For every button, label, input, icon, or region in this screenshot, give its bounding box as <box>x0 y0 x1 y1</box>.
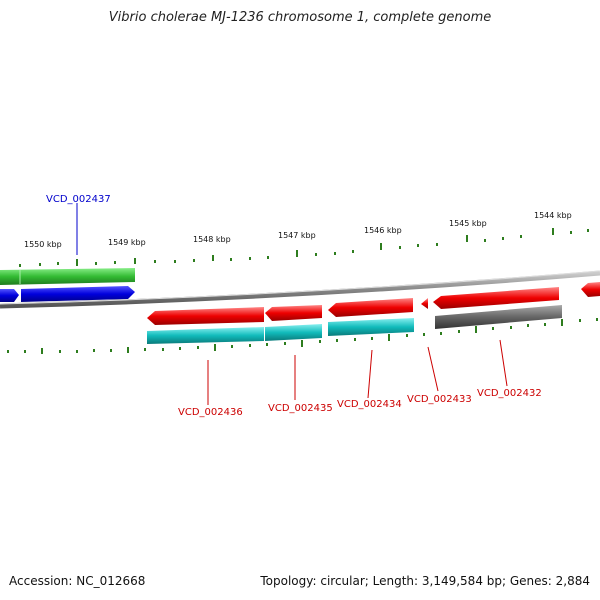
gene-label-vcd-002435[interactable]: VCD_002435 <box>268 403 333 414</box>
cyan-feature-2[interactable] <box>265 324 322 341</box>
genome-backbone <box>0 270 600 309</box>
gene-label-vcd-002432[interactable]: VCD_002432 <box>477 388 542 399</box>
gene-feature-green[interactable] <box>0 268 135 285</box>
cyan-feature-3[interactable] <box>328 318 414 336</box>
kbp-label-1545: 1545 kbp <box>449 219 487 228</box>
outer-tick-marks <box>19 228 589 267</box>
inner-tick-marks <box>7 318 598 354</box>
gene-feature-blue-1[interactable] <box>0 289 19 302</box>
kbp-label-1547: 1547 kbp <box>278 231 316 240</box>
accession-text: Accession: NC_012668 <box>9 574 146 588</box>
kbp-label-1548: 1548 kbp <box>193 235 231 244</box>
kbp-label-1546: 1546 kbp <box>364 226 402 235</box>
gene-feature-red-edge[interactable] <box>581 282 600 297</box>
gene-feature-vcd-002435[interactable] <box>265 305 322 321</box>
gene-feature-vcd-002433[interactable] <box>421 298 428 309</box>
gene-feature-vcd-002432[interactable] <box>433 287 559 309</box>
gene-feature-vcd-002437[interactable] <box>21 286 135 302</box>
gene-feature-vcd-002434[interactable] <box>328 298 413 317</box>
map-title: Vibrio cholerae MJ-1236 chromosome 1, co… <box>108 10 492 25</box>
leader-lines <box>76 203 508 405</box>
kbp-label-1549: 1549 kbp <box>108 238 146 247</box>
cyan-feature-1[interactable] <box>147 327 264 344</box>
gene-label-vcd-002433[interactable]: VCD_002433 <box>407 394 472 405</box>
gene-label-vcd-002437[interactable]: VCD_002437 <box>46 194 111 205</box>
kbp-label-1544: 1544 kbp <box>534 211 572 220</box>
gene-feature-vcd-002436[interactable] <box>147 307 264 325</box>
backbone-highlight <box>0 270 600 305</box>
gene-label-vcd-002434[interactable]: VCD_002434 <box>337 399 402 410</box>
gene-label-vcd-002436[interactable]: VCD_002436 <box>178 407 243 418</box>
topology-text: Topology: circular; Length: 3,149,584 bp… <box>260 574 590 588</box>
kbp-label-1550: 1550 kbp <box>24 240 62 249</box>
gray-feature[interactable] <box>435 305 562 329</box>
